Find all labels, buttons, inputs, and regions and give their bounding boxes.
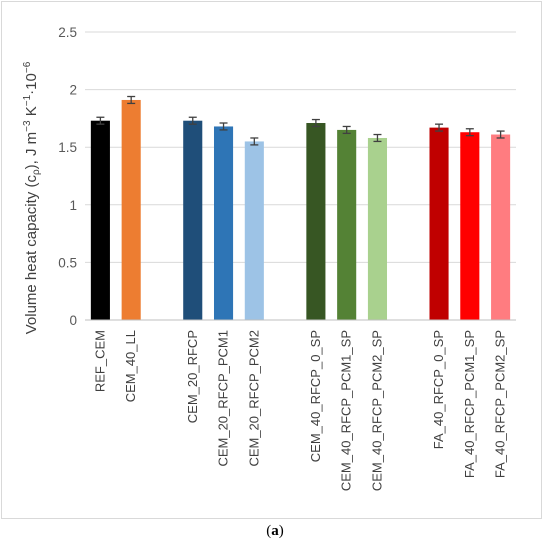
y-tick-label: 0.5 [58,255,77,270]
x-tick-label: CEM_40_RFCP_PCM1_SP [339,330,354,491]
bar-chart: 0 0.5 1 1.5 2 2.5 REF_CEM CEM_40_LL CEM_20_RFCP… [22,25,516,491]
x-tick-label: CEM_20_RFCP_PCM2 [246,330,261,467]
gridlines [85,31,516,263]
figure-caption: (a) [266,523,284,539]
y-axis-ticks: 0 0.5 1 1.5 2 2.5 [58,25,77,328]
y-tick-label: 2 [69,83,77,98]
bar [121,99,141,320]
y-axis-title: Volume heat capacity (cρ), J m−3 K−1·10−… [22,61,42,334]
x-tick-label: CEM_40_RFCP_PCM2_SP [369,330,384,491]
x-tick-label: FA_40_RFCP_PCM1_SP [462,330,477,478]
x-axis-labels: REF_CEM CEM_40_LL CEM_20_RFCP CEM_20_RFCP_P… [92,330,507,491]
x-tick-label: CEM_40_RFCP_0_SP [308,330,323,462]
bar [367,137,388,320]
bar [213,126,234,321]
x-tick-label: CEM_40_LL [123,330,138,402]
x-tick-label: CEM_20_RFCP [185,330,200,423]
bar [429,127,449,320]
y-tick-label: 1 [69,198,77,213]
x-tick-label: CEM_20_RFCP_PCM1 [216,330,231,467]
bar [244,141,264,320]
x-tick-label: FA_40_RFCP_0_SP [431,330,446,449]
bar [183,120,203,320]
y-tick-label: 1.5 [58,140,77,155]
bar [90,120,110,320]
x-tick-label: FA_40_RFCP_PCM2_SP [493,330,508,478]
x-tick-label: REF_CEM [92,330,107,392]
error-bars [96,95,505,146]
bar [306,123,326,321]
bar [337,129,357,320]
bar [460,132,480,320]
y-tick-label: 2.5 [58,25,77,40]
y-tick-label: 0 [69,313,77,328]
chart-frame: 0 0.5 1 1.5 2 2.5 REF_CEM CEM_40_LL CEM_20_RFCP… [1,1,542,519]
bars [90,99,511,321]
bar [491,134,511,320]
